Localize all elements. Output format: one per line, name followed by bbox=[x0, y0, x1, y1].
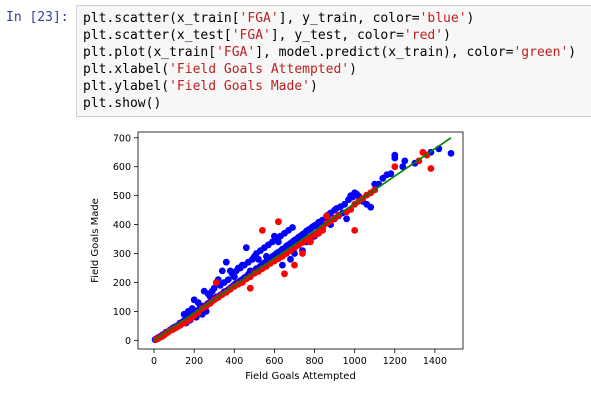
code-token: ], y_test, color= bbox=[270, 28, 404, 43]
x-tick-label: 600 bbox=[265, 356, 283, 367]
train-point bbox=[279, 261, 286, 269]
code-line: plt.plot(x_train['FGA'], model.predict(x… bbox=[83, 44, 576, 61]
test-point bbox=[259, 227, 266, 234]
test-point bbox=[427, 165, 435, 172]
code-token: plt.xlabel( bbox=[83, 62, 170, 77]
code-string-token: 'FGA' bbox=[239, 11, 279, 26]
input-prompt: In [23]: bbox=[6, 10, 69, 25]
test-point bbox=[391, 163, 399, 171]
code-token: plt.scatter(x_train[ bbox=[83, 11, 240, 26]
code-block[interactable]: plt.scatter(x_train['FGA'], y_train, col… bbox=[83, 10, 576, 112]
code-string-token: 'Field Goals Attempted' bbox=[169, 62, 350, 77]
x-tick-label: 400 bbox=[225, 356, 243, 367]
y-tick-label: 600 bbox=[113, 162, 131, 173]
code-token: plt.ylabel( bbox=[83, 79, 170, 94]
train-point bbox=[401, 157, 409, 165]
code-token: ], model.predict(x_train), color= bbox=[255, 45, 514, 60]
train-point bbox=[391, 154, 399, 162]
test-point bbox=[319, 227, 326, 234]
code-token: ) bbox=[349, 62, 357, 77]
code-string-token: 'FGA' bbox=[231, 28, 271, 43]
train-point bbox=[387, 170, 395, 178]
train-point bbox=[249, 255, 256, 263]
code-line: plt.show() bbox=[83, 95, 576, 112]
y-tick-label: 400 bbox=[113, 220, 131, 231]
train-point bbox=[343, 215, 350, 223]
x-tick-label: 0 bbox=[151, 356, 157, 367]
code-string-token: 'FGA' bbox=[216, 45, 256, 60]
x-tick-label: 1000 bbox=[343, 356, 367, 367]
train-point bbox=[287, 255, 294, 263]
code-line: plt.xlabel('Field Goals Attempted') bbox=[83, 61, 576, 78]
regression-line bbox=[153, 137, 452, 341]
x-axis-label: Field Goals Attempted bbox=[245, 371, 356, 382]
train-point bbox=[188, 305, 196, 312]
code-token: ) bbox=[309, 79, 318, 94]
code-token: plt.scatter(x_test[ bbox=[83, 28, 232, 43]
train-point bbox=[351, 189, 359, 197]
code-line: plt.scatter(x_train['FGA'], y_train, col… bbox=[83, 10, 576, 27]
x-tick-label: 1400 bbox=[423, 356, 447, 367]
train-point bbox=[341, 200, 348, 208]
train-point bbox=[255, 255, 262, 263]
code-token: plt.show() bbox=[83, 96, 162, 111]
cell-output: 0 200 400 600 800 1000 1200 1400 0 100 200 300 400 50… bbox=[76, 122, 476, 392]
y-tick-label: 500 bbox=[113, 191, 131, 202]
code-string-token: 'blue' bbox=[419, 11, 467, 26]
train-point bbox=[399, 163, 407, 171]
code-editor[interactable]: plt.scatter(x_train['FGA'], y_train, col… bbox=[76, 5, 591, 117]
test-point bbox=[281, 270, 288, 278]
code-line: plt.ylabel('Field Goals Made') bbox=[83, 78, 576, 95]
train-point bbox=[371, 180, 379, 188]
train-point bbox=[222, 258, 230, 266]
x-tick-label: 1200 bbox=[383, 356, 407, 367]
code-string-token: 'red' bbox=[403, 28, 444, 43]
train-point bbox=[289, 224, 296, 231]
code-token: ) bbox=[443, 28, 451, 43]
test-point bbox=[351, 227, 359, 234]
code-string-token: 'Field Goals Made' bbox=[169, 79, 310, 94]
train-point bbox=[224, 276, 232, 283]
train-point bbox=[263, 253, 270, 260]
train-point bbox=[379, 174, 387, 182]
x-tick-label: 800 bbox=[305, 356, 323, 367]
code-token: plt.plot(x_train[ bbox=[83, 45, 217, 60]
y-tick-label: 0 bbox=[125, 336, 131, 347]
y-axis-label: Field Goals Made bbox=[90, 198, 101, 283]
y-tick-label: 100 bbox=[113, 307, 131, 318]
code-token: ) bbox=[466, 11, 475, 26]
train-point bbox=[218, 267, 226, 275]
scatter-chart: 0 200 400 600 800 1000 1200 1400 0 100 200 300 400 50… bbox=[90, 131, 464, 382]
code-string-token: 'green' bbox=[513, 45, 569, 60]
x-tick-label: 200 bbox=[185, 356, 203, 367]
test-point bbox=[299, 250, 306, 257]
train-point bbox=[242, 244, 250, 252]
train-point bbox=[447, 150, 455, 157]
code-line: plt.scatter(x_test['FGA'], y_test, color… bbox=[83, 27, 576, 44]
test-point bbox=[307, 238, 314, 246]
y-tick-label: 300 bbox=[113, 249, 131, 260]
train-point bbox=[367, 203, 375, 211]
train-point bbox=[208, 287, 216, 295]
y-tick-label: 700 bbox=[113, 133, 131, 144]
y-tick-label: 200 bbox=[113, 278, 131, 289]
test-point bbox=[275, 218, 282, 226]
test-point bbox=[291, 261, 298, 269]
test-point bbox=[323, 212, 330, 220]
test-point bbox=[212, 279, 220, 286]
test-point bbox=[246, 284, 254, 292]
code-token: ], y_train, color= bbox=[278, 11, 420, 26]
plot-frame bbox=[137, 131, 464, 350]
code-token: ) bbox=[568, 45, 577, 60]
